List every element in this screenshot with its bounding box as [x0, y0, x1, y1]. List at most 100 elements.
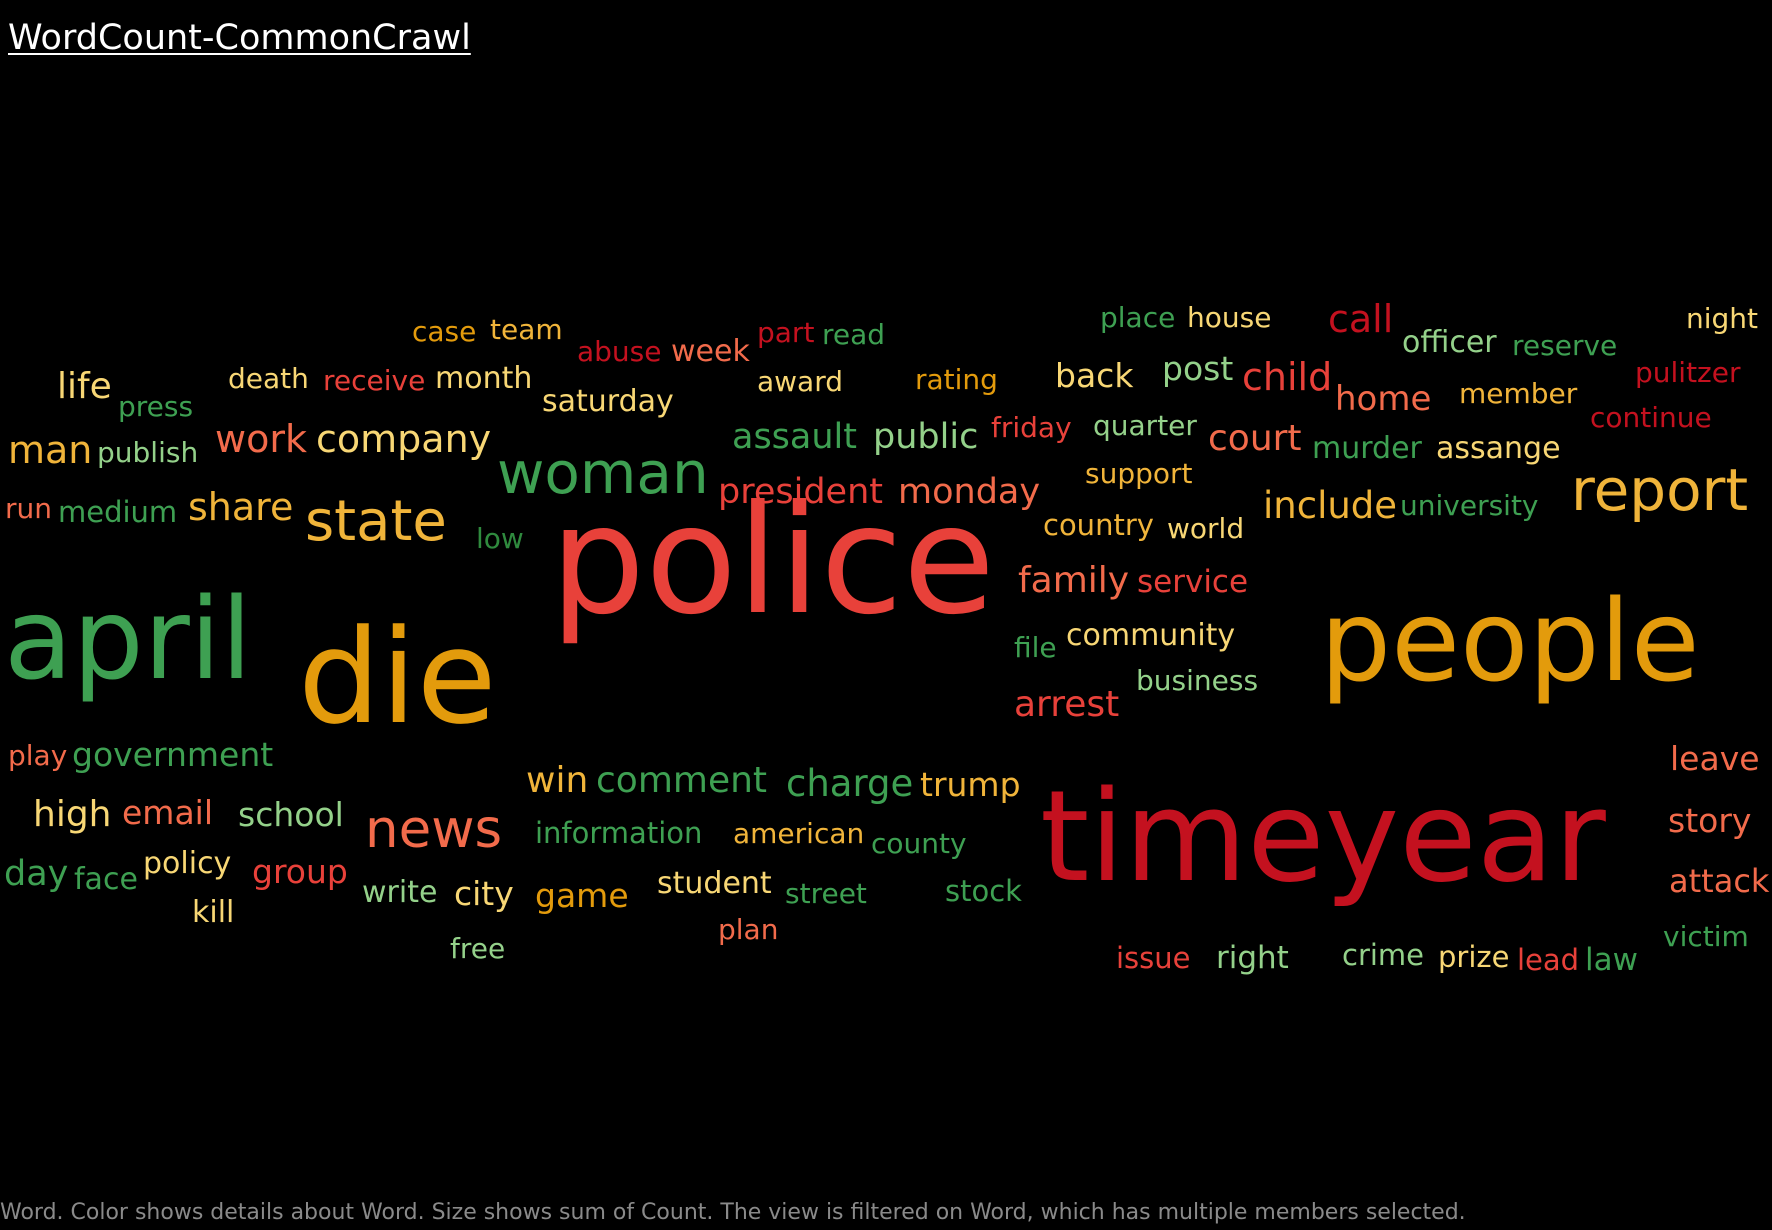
word-friday[interactable]: friday	[991, 411, 1072, 444]
word-play[interactable]: play	[8, 739, 67, 772]
word-city[interactable]: city	[454, 874, 514, 913]
word-group[interactable]: group	[252, 852, 348, 891]
word-place[interactable]: place	[1100, 301, 1175, 334]
word-leave[interactable]: leave	[1670, 739, 1760, 778]
word-murder[interactable]: murder	[1312, 431, 1423, 466]
word-report[interactable]: report	[1571, 456, 1748, 524]
word-world[interactable]: world	[1167, 512, 1244, 545]
word-email[interactable]: email	[122, 793, 213, 832]
word-timeyear[interactable]: timeyear	[1040, 763, 1606, 910]
word-write[interactable]: write	[362, 875, 437, 910]
word-medium[interactable]: medium	[58, 495, 177, 529]
word-country[interactable]: country	[1043, 508, 1154, 542]
word-county[interactable]: county	[871, 827, 967, 860]
word-officer[interactable]: officer	[1402, 325, 1497, 360]
word-crime[interactable]: crime	[1342, 938, 1424, 972]
word-plan[interactable]: plan	[718, 913, 778, 946]
word-night[interactable]: night	[1686, 302, 1758, 335]
word-press[interactable]: press	[118, 390, 193, 423]
word-file[interactable]: file	[1014, 631, 1057, 664]
word-lead[interactable]: lead	[1517, 943, 1579, 977]
word-call[interactable]: call	[1328, 297, 1393, 341]
word-win[interactable]: win	[526, 760, 588, 801]
word-game[interactable]: game	[535, 876, 629, 915]
word-news[interactable]: news	[365, 799, 502, 860]
word-saturday[interactable]: saturday	[542, 384, 674, 419]
word-reserve[interactable]: reserve	[1512, 329, 1617, 362]
word-man[interactable]: man	[8, 428, 92, 472]
word-case[interactable]: case	[412, 315, 476, 348]
word-assange[interactable]: assange	[1436, 431, 1561, 466]
word-week[interactable]: week	[671, 334, 750, 369]
word-child[interactable]: child	[1242, 355, 1332, 399]
word-publish[interactable]: publish	[97, 436, 198, 469]
word-free[interactable]: free	[450, 932, 505, 965]
word-award[interactable]: award	[757, 365, 843, 398]
word-government[interactable]: government	[72, 735, 273, 774]
word-attack[interactable]: attack	[1669, 862, 1770, 900]
word-american[interactable]: american	[733, 817, 864, 850]
word-share[interactable]: share	[188, 485, 293, 529]
word-public[interactable]: public	[873, 417, 978, 457]
word-member[interactable]: member	[1459, 377, 1578, 410]
word-company[interactable]: company	[316, 417, 491, 461]
word-issue[interactable]: issue	[1116, 941, 1191, 975]
word-pulitzer[interactable]: pulitzer	[1635, 356, 1741, 389]
word-read[interactable]: read	[822, 318, 885, 351]
word-back[interactable]: back	[1055, 356, 1134, 395]
word-court[interactable]: court	[1208, 418, 1302, 459]
word-death[interactable]: death	[228, 362, 309, 395]
word-receive[interactable]: receive	[323, 364, 425, 397]
word-state[interactable]: state	[305, 489, 447, 554]
word-woman[interactable]: woman	[497, 439, 709, 507]
word-street[interactable]: street	[785, 877, 867, 910]
word-trump[interactable]: trump	[920, 765, 1021, 804]
word-community[interactable]: community	[1066, 618, 1235, 653]
word-people[interactable]: people	[1320, 577, 1700, 707]
word-assault[interactable]: assault	[732, 417, 857, 457]
word-include[interactable]: include	[1263, 484, 1397, 527]
word-policy[interactable]: policy	[143, 846, 231, 881]
word-right[interactable]: right	[1216, 940, 1289, 976]
word-face[interactable]: face	[74, 862, 138, 897]
word-kill[interactable]: kill	[192, 895, 234, 930]
word-president[interactable]: president	[718, 472, 883, 512]
word-april[interactable]: april	[4, 575, 252, 705]
word-university[interactable]: university	[1400, 489, 1539, 522]
word-law[interactable]: law	[1585, 942, 1638, 978]
word-day[interactable]: day	[4, 854, 68, 894]
word-rating[interactable]: rating	[915, 363, 998, 396]
word-police[interactable]: police	[550, 474, 995, 648]
word-information[interactable]: information	[535, 816, 702, 850]
word-run[interactable]: run	[5, 492, 52, 525]
chart-title: WordCount-CommonCrawl	[8, 18, 471, 58]
word-family[interactable]: family	[1018, 560, 1129, 601]
word-arrest[interactable]: arrest	[1014, 684, 1119, 725]
word-continue[interactable]: continue	[1590, 401, 1712, 434]
word-die[interactable]: die	[298, 601, 497, 753]
word-high[interactable]: high	[33, 794, 112, 835]
word-quarter[interactable]: quarter	[1093, 409, 1197, 442]
word-abuse[interactable]: abuse	[577, 335, 662, 368]
word-school[interactable]: school	[238, 795, 344, 834]
word-service[interactable]: service	[1137, 564, 1248, 600]
word-low[interactable]: low	[476, 522, 524, 555]
word-stock[interactable]: stock	[945, 874, 1022, 908]
word-month[interactable]: month	[435, 361, 532, 396]
word-post[interactable]: post	[1162, 349, 1233, 388]
word-monday[interactable]: monday	[898, 472, 1040, 512]
word-life[interactable]: life	[57, 366, 112, 407]
word-victim[interactable]: victim	[1663, 920, 1749, 953]
word-work[interactable]: work	[215, 417, 307, 461]
word-prize[interactable]: prize	[1438, 940, 1509, 974]
word-house[interactable]: house	[1187, 301, 1271, 334]
word-charge[interactable]: charge	[786, 762, 913, 805]
word-home[interactable]: home	[1335, 379, 1431, 419]
word-support[interactable]: support	[1085, 457, 1193, 490]
word-business[interactable]: business	[1136, 664, 1258, 697]
word-team[interactable]: team	[490, 313, 563, 346]
word-comment[interactable]: comment	[596, 760, 767, 801]
word-part[interactable]: part	[757, 316, 814, 349]
word-story[interactable]: story	[1668, 801, 1751, 840]
word-student[interactable]: student	[657, 866, 772, 901]
